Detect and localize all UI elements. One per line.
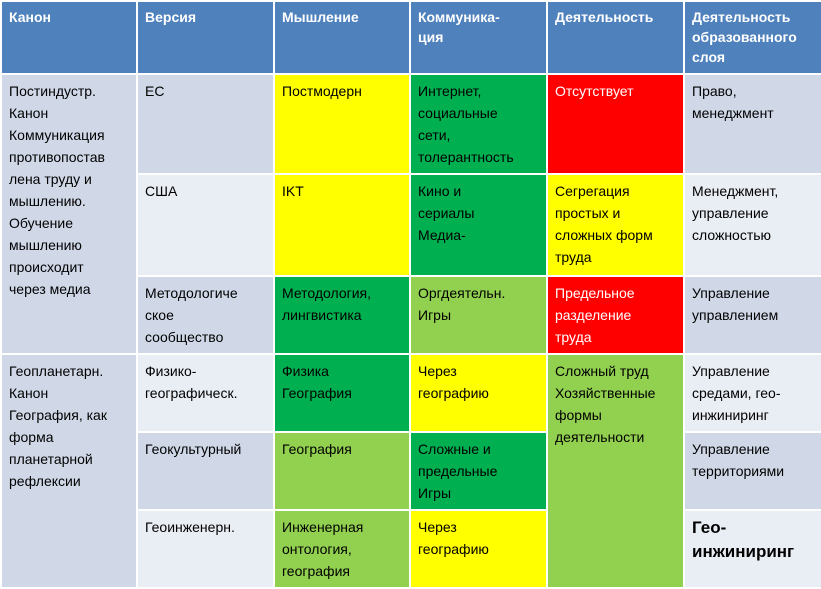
cell: Управление управлением [683,275,821,355]
cell: Интернет, социальные сети, толерантность [409,73,548,175]
cell: Геоинженерн. [136,509,275,589]
header-cell: Деятельность образованного слоя [683,0,821,75]
cell: Физико- географическ. [136,353,275,433]
cell: Предельное разделение труда [546,275,685,355]
cell: Отсутствует [546,73,685,175]
cell: Методологиче ское сообщество [136,275,275,355]
header-cell: Мышление [273,0,411,75]
cell: Постмодерн [273,73,411,175]
header-cell: Версия [136,0,275,75]
cell: Геопланетарн. Канон География, как форма… [0,353,138,589]
cell: Постиндустр. Канон Коммуникация противоп… [0,73,138,355]
cell: Инженерная онтология, география [273,509,411,589]
cell: Менеджмент, управление сложностью [683,173,821,277]
cell: Управление территориями [683,431,821,511]
cell: Через географию [409,353,548,433]
header-cell: Канон [0,0,138,75]
cell: ЕС [136,73,275,175]
header-cell: Коммуника- ция [409,0,548,75]
cell: Сложный труд Хозяйственные формы деятель… [546,353,685,589]
cell: Через географию [409,509,548,589]
cell: Право, менеджмент [683,73,821,175]
cell: Кино и сериалы Медиа- [409,173,548,277]
cell: Физика География [273,353,411,433]
cell: Геокультурный [136,431,275,511]
cell: Оргдеятельн. Игры [409,275,548,355]
cell: Методология, лингвистика [273,275,411,355]
cell: Управление средами, гео- инжиниринг [683,353,821,433]
cell: США [136,173,275,277]
header-cell: Деятельность [546,0,685,75]
cell: География [273,431,411,511]
cell: Сложные и предельные Игры [409,431,548,511]
cell: Сегрегация простых и сложных форм труда [546,173,685,277]
cell: Гео- инжиниринг [683,509,821,589]
cell: IKT [273,173,411,277]
